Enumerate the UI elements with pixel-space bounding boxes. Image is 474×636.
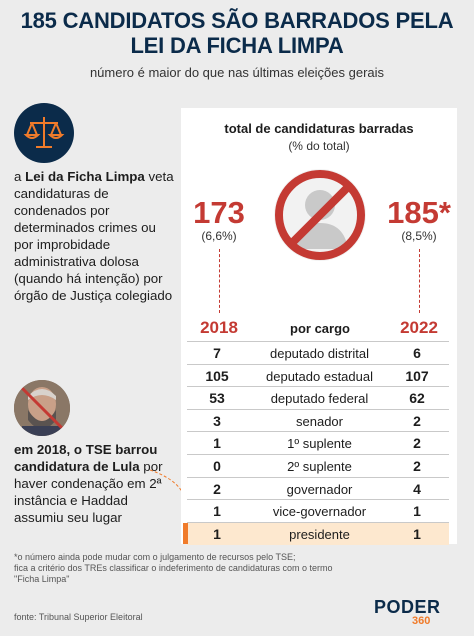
value-2022: 4 [413, 480, 421, 497]
value-2018: 7 [213, 345, 221, 361]
value-2018: 1 [213, 435, 221, 452]
year-2022-header: 2022 [400, 318, 438, 337]
cargo-label: senador [296, 413, 343, 429]
table-row: 1 1º suplente 2 [187, 431, 449, 454]
value-2022: 2 [413, 458, 421, 474]
cargo-label: 2º suplente [287, 459, 352, 474]
value-2022: 2 [413, 435, 421, 452]
value-2022: 62 [409, 390, 425, 407]
table-row: 7 deputado distrital 6 [187, 341, 449, 364]
cargo-label: presidente [289, 526, 350, 542]
connector-2018 [219, 249, 220, 313]
footnote-line-2: fica a critério dos TREs classificar o i… [14, 563, 333, 573]
value-2018: 2 [213, 480, 221, 497]
value-2022: 6 [413, 345, 421, 361]
table-row: 3 senador 2 [187, 408, 449, 432]
connector-2022 [419, 249, 420, 313]
cargo-label: 1º suplente [287, 436, 352, 452]
cargo-header: por cargo [290, 321, 350, 336]
value-2018: 53 [209, 390, 225, 407]
lula-rest: por haver condenação em 2ª instância e H… [14, 459, 163, 525]
total-2018-pct: (6,6%) [201, 229, 237, 243]
brand-logo-number: 360 [412, 615, 431, 627]
value-2018: 0 [213, 458, 221, 474]
total-2022-pct: (8,5%) [401, 229, 437, 243]
value-2018: 1 [213, 525, 221, 542]
scales-of-justice-icon [14, 103, 74, 163]
footnote-line-1: *o número ainda pode mudar com o julgame… [14, 552, 296, 562]
table-row: 1 vice-governador 1 [187, 499, 449, 522]
highlight-marker [183, 522, 188, 545]
chart-title: total de candidaturas barradas [224, 121, 414, 136]
footnote: *o número ainda pode mudar com o julgame… [14, 552, 354, 585]
cargo-label: deputado federal [270, 391, 369, 407]
lula-bold: em 2018, o TSE barrou candidatura de Lul… [14, 442, 158, 474]
page-subtitle: número é maior do que nas últimas eleiçõ… [89, 65, 385, 80]
value-2022: 2 [413, 412, 421, 429]
chart-subtitle: (% do total) [288, 139, 350, 153]
lula-note: em 2018, o TSE barrou candidatura de Lul… [14, 441, 179, 526]
value-2022: 1 [413, 503, 421, 520]
intro-rest: veta candidaturas de condenados por dete… [14, 169, 174, 303]
table-row: 53 deputado federal 62 [187, 386, 449, 409]
cargo-label: deputado estadual [266, 368, 373, 384]
total-2022-value: 185* [387, 195, 451, 230]
lula-photo [14, 380, 70, 436]
footnote-line-3: "Ficha Limpa" [14, 574, 70, 584]
title-line-2: LEI DA FICHA LIMPA [130, 33, 344, 58]
table-row: 1 presidente 1 [187, 521, 449, 545]
total-2018-value: 173 [193, 195, 245, 230]
cargo-label: governador [286, 481, 353, 497]
value-2018: 105 [205, 367, 229, 384]
cargo-label: vice-governador [272, 504, 367, 520]
table-row: 105 deputado estadual 107 [187, 363, 449, 387]
title-line-1: 185 CANDIDATOS SÃO BARRADOS PELA [20, 8, 454, 33]
law-description: a Lei da Ficha Limpa veta candidaturas d… [14, 168, 174, 304]
value-2018: 1 [213, 503, 221, 520]
brand-logo-text: PODER [374, 597, 441, 617]
cargo-label: deputado distrital [269, 346, 369, 361]
intro-bold: Lei da Ficha Limpa [25, 169, 145, 184]
table-row: 0 2º suplente 2 [187, 454, 449, 477]
page-title: 185 CANDIDATOS SÃO BARRADOS PELA LEI DA … [0, 8, 474, 58]
year-2018-header: 2018 [200, 318, 238, 337]
value-2022: 1 [413, 525, 421, 542]
value-2018: 3 [213, 412, 221, 429]
table-row: 2 governador 4 [187, 476, 449, 500]
intro-prefix: a [14, 169, 26, 184]
value-2022: 107 [405, 367, 429, 384]
no-candidate-icon [270, 165, 370, 265]
source-note: fonte: Tribunal Superior Eleitoral [14, 612, 143, 622]
